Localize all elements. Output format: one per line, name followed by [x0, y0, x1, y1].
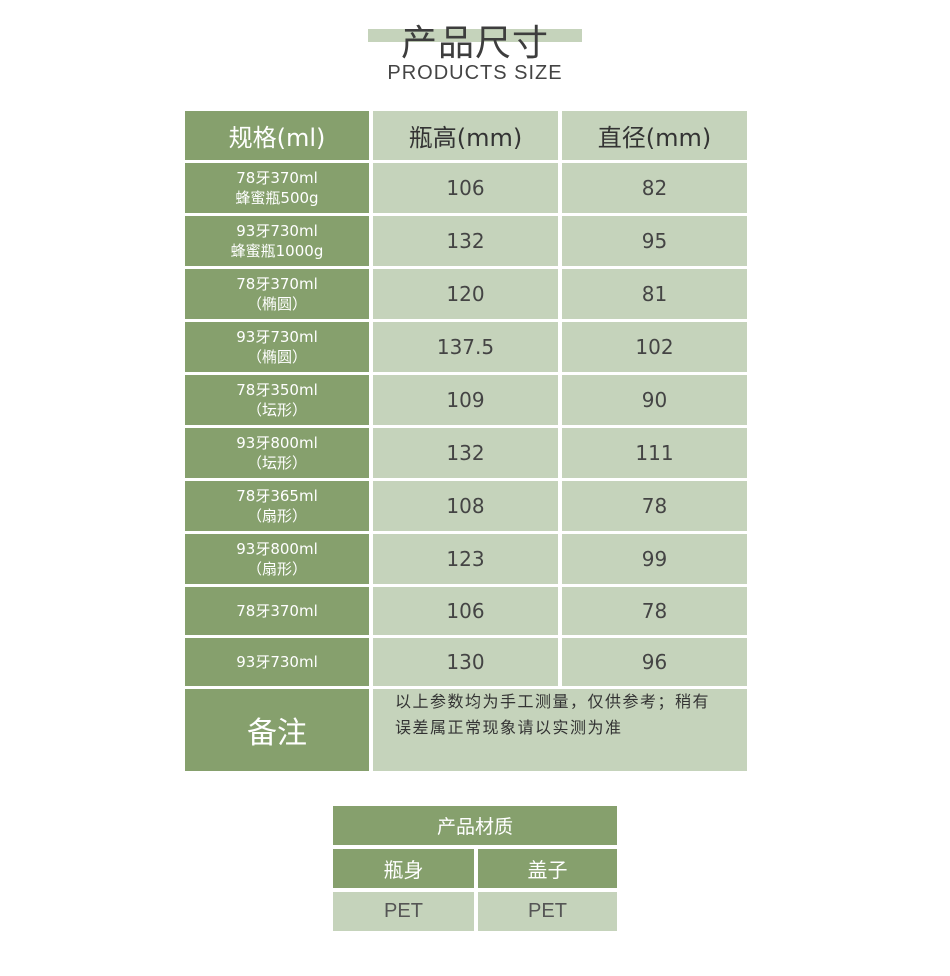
spec-cell: 78牙350ml （坛形） — [185, 375, 369, 425]
spec-cell: 93牙730ml — [185, 638, 369, 686]
spec-line-1: 78牙370ml — [236, 169, 318, 187]
spec-line-1: 78牙350ml — [236, 381, 318, 399]
diameter-cell: 96 — [562, 638, 747, 686]
spec-cell: 78牙370ml — [185, 587, 369, 635]
height-cell: 106 — [373, 163, 558, 213]
spec-line-2: （坛形） — [246, 401, 307, 419]
height-cell: 130 — [373, 638, 558, 686]
column-header-height: 瓶高(mm) — [373, 111, 558, 160]
diameter-cell: 111 — [562, 428, 747, 478]
material-table-title: 产品材质 — [333, 806, 617, 845]
size-table: 规格(ml) 瓶高(mm) 直径(mm) 78牙370ml 蜂蜜瓶500g 106 8… — [185, 111, 747, 771]
page-subtitle: PRODUCTS SIZE — [387, 62, 563, 84]
spec-line-2: （椭圆） — [246, 348, 307, 366]
material-value-bottle: PET — [333, 892, 474, 931]
spec-cell: 78牙370ml 蜂蜜瓶500g — [185, 163, 369, 213]
column-header-diameter: 直径(mm) — [562, 111, 747, 160]
spec-line-1: 78牙370ml — [236, 275, 318, 293]
spec-line-2: （坛形） — [246, 454, 307, 472]
height-cell: 108 — [373, 481, 558, 531]
diameter-cell: 102 — [562, 322, 747, 372]
note-label: 备注 — [185, 689, 369, 771]
spec-line-1: 78牙370ml — [236, 602, 318, 620]
spec-cell: 93牙800ml （扇形） — [185, 534, 369, 584]
spec-line-2: （椭圆） — [246, 295, 307, 313]
diameter-cell: 82 — [562, 163, 747, 213]
height-cell: 123 — [373, 534, 558, 584]
diameter-cell: 90 — [562, 375, 747, 425]
material-value-cap: PET — [478, 892, 617, 931]
spec-line-1: 93牙730ml — [236, 222, 318, 240]
material-table: 产品材质 瓶身 盖子 PET PET — [333, 806, 617, 931]
note-line-2: 误差属正常现象请以实测为准 — [395, 718, 623, 737]
height-cell: 137.5 — [373, 322, 558, 372]
diameter-cell: 95 — [562, 216, 747, 266]
spec-line-1: 93牙730ml — [236, 328, 318, 346]
spec-line-2: （扇形） — [246, 507, 307, 525]
height-cell: 109 — [373, 375, 558, 425]
spec-line-1: 93牙800ml — [236, 434, 318, 452]
column-header-spec: 规格(ml) — [185, 111, 369, 160]
height-cell: 132 — [373, 216, 558, 266]
note-text: 以上参数均为手工测量，仅供参考；稍有 误差属正常现象请以实测为准 — [373, 689, 747, 771]
spec-cell: 93牙800ml （坛形） — [185, 428, 369, 478]
spec-line-1: 78牙365ml — [236, 487, 318, 505]
diameter-cell: 78 — [562, 481, 747, 531]
material-header-bottle: 瓶身 — [333, 849, 474, 888]
material-header-cap: 盖子 — [478, 849, 617, 888]
height-cell: 132 — [373, 428, 558, 478]
spec-cell: 93牙730ml 蜂蜜瓶1000g — [185, 216, 369, 266]
diameter-cell: 78 — [562, 587, 747, 635]
spec-line-1: 93牙730ml — [236, 653, 318, 671]
spec-line-1: 93牙800ml — [236, 540, 318, 558]
spec-line-2: 蜂蜜瓶1000g — [230, 242, 324, 260]
spec-cell: 78牙365ml （扇形） — [185, 481, 369, 531]
page-title: 产品尺寸 — [400, 23, 549, 64]
diameter-cell: 99 — [562, 534, 747, 584]
spec-cell: 93牙730ml （椭圆） — [185, 322, 369, 372]
spec-line-2: （扇形） — [246, 560, 307, 578]
note-line-1: 以上参数均为手工测量，仅供参考；稍有 — [395, 692, 711, 711]
spec-cell: 78牙370ml （椭圆） — [185, 269, 369, 319]
diameter-cell: 81 — [562, 269, 747, 319]
height-cell: 106 — [373, 587, 558, 635]
height-cell: 120 — [373, 269, 558, 319]
spec-line-2: 蜂蜜瓶500g — [235, 189, 319, 207]
title-underline-bar — [368, 29, 582, 42]
